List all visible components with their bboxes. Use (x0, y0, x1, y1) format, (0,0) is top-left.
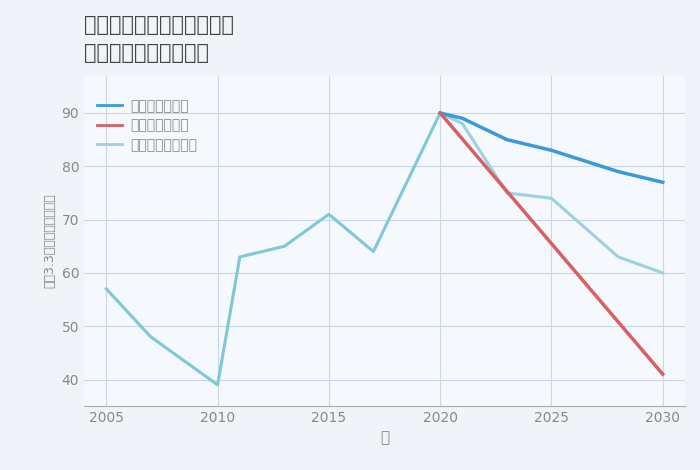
Line: バッドシナリオ: バッドシナリオ (440, 113, 663, 374)
バッドシナリオ (436, 110, 445, 116)
ノーマルシナリオ (503, 190, 511, 196)
Legend: グッドシナリオ, バッドシナリオ, ノーマルシナリオ: グッドシナリオ, バッドシナリオ, ノーマルシナリオ (97, 99, 197, 152)
Text: 千葉県香取郡多古町飯笹の
中古戸建ての価格推移: 千葉県香取郡多古町飯笹の 中古戸建ての価格推移 (84, 15, 234, 63)
グッドシナリオ (547, 148, 556, 153)
グッドシナリオ (458, 116, 467, 121)
ノーマルシナリオ (659, 270, 667, 276)
ノーマルシナリオ (547, 196, 556, 201)
グッドシナリオ (614, 169, 622, 174)
X-axis label: 年: 年 (380, 431, 389, 446)
ノーマルシナリオ (458, 121, 467, 126)
バッドシナリオ (659, 371, 667, 377)
ノーマルシナリオ (614, 254, 622, 260)
Line: ノーマルシナリオ: ノーマルシナリオ (440, 113, 663, 273)
グッドシナリオ (503, 137, 511, 142)
グッドシナリオ (436, 110, 445, 116)
グッドシナリオ (525, 142, 533, 148)
ノーマルシナリオ (436, 110, 445, 116)
Line: グッドシナリオ: グッドシナリオ (440, 113, 663, 182)
Y-axis label: 平（3.3㎡）単価（万円）: 平（3.3㎡）単価（万円） (43, 194, 56, 288)
グッドシナリオ (659, 180, 667, 185)
